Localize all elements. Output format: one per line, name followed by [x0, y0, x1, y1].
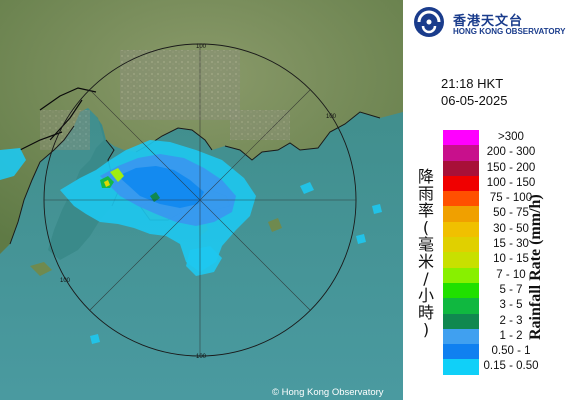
island [30, 262, 52, 276]
range-axes [44, 44, 356, 356]
logo-chinese: 香港天文台 [453, 14, 524, 29]
urban-area [230, 110, 290, 140]
logo-english: HONG KONG OBSERVATORY [453, 27, 566, 36]
legend-swatch [443, 282, 479, 299]
legend-label: 0.50 - 1 [491, 345, 531, 358]
rain-echoes [0, 140, 382, 344]
legend-label: 200 - 300 [486, 146, 536, 159]
legend-title-char: / [423, 269, 429, 288]
legend-label: 30 - 50 [493, 222, 529, 235]
observatory-logo: 香港天文台 HONG KONG OBSERVATORY [413, 6, 573, 38]
urban-area [40, 110, 90, 150]
legend-swatch [443, 175, 479, 192]
legend-swatch [443, 221, 479, 238]
legend-title-char: ( [422, 218, 430, 237]
legend-title-char: 時 [417, 303, 434, 322]
island [268, 218, 282, 232]
rivers [19, 87, 97, 151]
legend-title-chinese: 降雨率(毫米 / 小時) [415, 168, 437, 338]
mainland-land [0, 0, 403, 254]
legend-label: 50 - 75 [493, 207, 529, 220]
legend-title-char: 率 [417, 201, 434, 220]
range-label-east: 100 [326, 114, 337, 120]
legend-title-char: 降 [417, 167, 434, 186]
legend-label: 2 - 3 [499, 314, 523, 327]
range-label-south: 100 [196, 354, 207, 360]
radar-map: 100 100 100 100 © Hong Kong Observatory [0, 0, 403, 400]
legend-label: 150 - 200 [486, 161, 536, 174]
legend-swatch [443, 160, 479, 176]
legend-swatch [443, 298, 479, 314]
legend-title-char: ) [422, 320, 430, 339]
range-label-north: 100 [196, 44, 207, 50]
legend-title-char: 雨 [417, 184, 434, 203]
legend-swatch [443, 252, 479, 268]
legend-swatch [443, 313, 479, 329]
legend-swatch [443, 328, 479, 345]
legend-swatch [443, 344, 479, 360]
legend-swatch [443, 130, 479, 146]
legend-swatch [443, 206, 479, 222]
legend-swatch [443, 145, 479, 161]
legend-swatch [443, 267, 479, 283]
legend-label: 100 - 150 [486, 176, 536, 189]
observatory-emblem-icon [414, 7, 444, 37]
legend-label: 0.15 - 0.50 [483, 360, 539, 373]
legend-label: >300 [498, 131, 524, 143]
copyright-text: © Hong Kong Observatory [272, 387, 384, 398]
legend-swatch [443, 237, 479, 253]
legend-label: 75 - 100 [489, 192, 533, 205]
observation-time: 21:18 HKT [441, 76, 504, 91]
legend-swatch [443, 359, 479, 375]
legend-label: 5 - 7 [499, 283, 523, 296]
range-label-west: 100 [60, 278, 71, 284]
legend-swatch [443, 191, 479, 207]
legend-label: 15 - 30 [493, 238, 529, 251]
legend-title-char: 小 [417, 286, 434, 305]
legend-title-char: 毫 [417, 235, 434, 254]
legend-panel: 香港天文台 HONG KONG OBSERVATORY 21:18 HKT 06… [403, 0, 577, 400]
observation-date: 06-05-2025 [441, 93, 508, 108]
legend-label: 3 - 5 [499, 299, 523, 312]
legend-title-char: 米 [417, 252, 434, 271]
legend-label: 7 - 10 [496, 268, 526, 281]
legend-label: 10 - 15 [493, 253, 529, 266]
legend-label: 1 - 2 [499, 329, 523, 342]
urban-area [120, 50, 240, 120]
